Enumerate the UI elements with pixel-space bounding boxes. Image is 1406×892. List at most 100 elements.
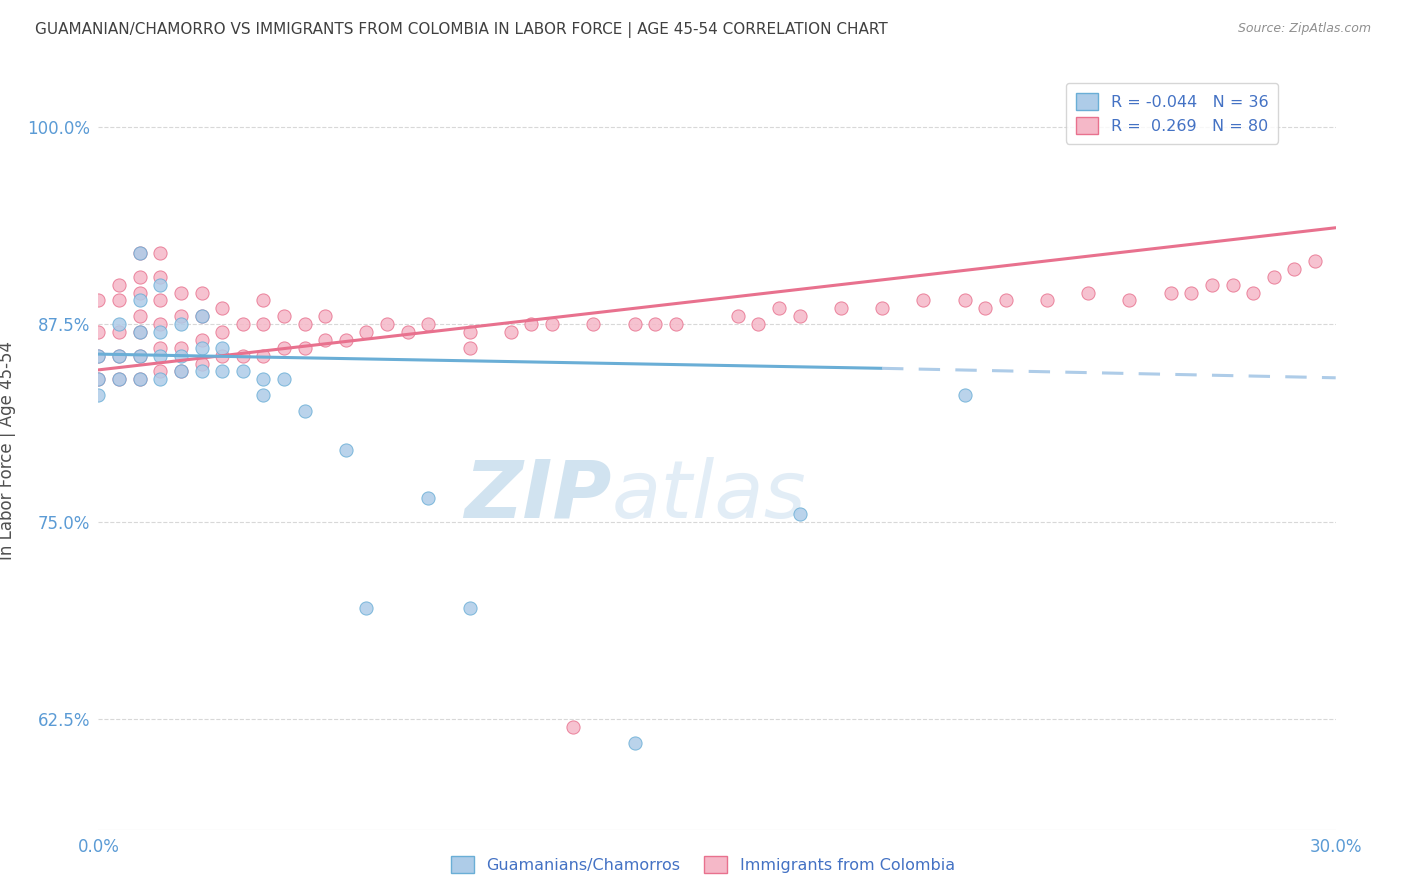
Point xyxy=(128,325,150,339)
Point xyxy=(294,341,316,355)
Point xyxy=(789,309,811,323)
Point xyxy=(1263,269,1285,284)
Point xyxy=(149,317,172,331)
Point xyxy=(273,309,295,323)
Point xyxy=(356,601,378,615)
Point xyxy=(211,349,233,363)
Point xyxy=(128,372,150,386)
Point xyxy=(170,349,193,363)
Point xyxy=(149,269,172,284)
Text: ZIP: ZIP xyxy=(464,457,612,535)
Point xyxy=(149,293,172,308)
Point xyxy=(211,301,233,316)
Point xyxy=(1222,277,1244,292)
Point xyxy=(170,341,193,355)
Point xyxy=(1241,285,1264,300)
Point xyxy=(232,349,254,363)
Point xyxy=(1036,293,1059,308)
Point xyxy=(953,293,976,308)
Point xyxy=(1284,261,1306,276)
Point xyxy=(768,301,790,316)
Point xyxy=(190,341,212,355)
Point xyxy=(170,285,193,300)
Point xyxy=(149,349,172,363)
Point xyxy=(644,317,666,331)
Point xyxy=(418,317,440,331)
Point xyxy=(128,325,150,339)
Point xyxy=(252,372,274,386)
Legend: Guamanians/Chamorros, Immigrants from Colombia: Guamanians/Chamorros, Immigrants from Co… xyxy=(444,849,962,880)
Point xyxy=(149,341,172,355)
Point xyxy=(665,317,688,331)
Point xyxy=(561,720,583,734)
Point xyxy=(974,301,997,316)
Point xyxy=(108,372,131,386)
Point xyxy=(994,293,1017,308)
Point xyxy=(87,372,110,386)
Point xyxy=(747,317,769,331)
Point xyxy=(953,388,976,402)
Point xyxy=(273,372,295,386)
Point xyxy=(108,277,131,292)
Point xyxy=(87,349,110,363)
Point xyxy=(128,349,150,363)
Point xyxy=(912,293,935,308)
Point xyxy=(499,325,522,339)
Point xyxy=(1077,285,1099,300)
Point xyxy=(1180,285,1202,300)
Point xyxy=(211,364,233,378)
Point xyxy=(252,349,274,363)
Point xyxy=(128,269,150,284)
Point xyxy=(314,333,336,347)
Point xyxy=(190,364,212,378)
Point xyxy=(170,364,193,378)
Point xyxy=(190,309,212,323)
Point xyxy=(623,317,645,331)
Point xyxy=(128,349,150,363)
Point xyxy=(128,246,150,260)
Legend: R = -0.044   N = 36, R =  0.269   N = 80: R = -0.044 N = 36, R = 0.269 N = 80 xyxy=(1066,83,1278,144)
Point xyxy=(170,317,193,331)
Point xyxy=(458,601,481,615)
Point xyxy=(87,325,110,339)
Point xyxy=(232,364,254,378)
Point xyxy=(87,293,110,308)
Point xyxy=(375,317,398,331)
Point xyxy=(252,293,274,308)
Point xyxy=(149,277,172,292)
Point xyxy=(108,317,131,331)
Point xyxy=(128,309,150,323)
Y-axis label: In Labor Force | Age 45-54: In Labor Force | Age 45-54 xyxy=(0,341,15,560)
Point xyxy=(108,349,131,363)
Point xyxy=(335,333,357,347)
Point xyxy=(356,325,378,339)
Point xyxy=(149,325,172,339)
Point xyxy=(149,246,172,260)
Point xyxy=(830,301,852,316)
Point xyxy=(458,341,481,355)
Point xyxy=(190,309,212,323)
Point xyxy=(190,357,212,371)
Point xyxy=(623,736,645,750)
Point xyxy=(252,388,274,402)
Point xyxy=(294,404,316,418)
Point xyxy=(108,325,131,339)
Point xyxy=(1303,253,1326,268)
Point xyxy=(87,388,110,402)
Point xyxy=(190,333,212,347)
Point xyxy=(789,507,811,521)
Text: atlas: atlas xyxy=(612,457,807,535)
Text: GUAMANIAN/CHAMORRO VS IMMIGRANTS FROM COLOMBIA IN LABOR FORCE | AGE 45-54 CORREL: GUAMANIAN/CHAMORRO VS IMMIGRANTS FROM CO… xyxy=(35,22,889,38)
Point xyxy=(128,372,150,386)
Point xyxy=(1201,277,1223,292)
Point xyxy=(294,317,316,331)
Point xyxy=(128,293,150,308)
Point xyxy=(582,317,605,331)
Point xyxy=(128,285,150,300)
Point xyxy=(190,285,212,300)
Point xyxy=(396,325,419,339)
Point xyxy=(252,317,274,331)
Point xyxy=(211,341,233,355)
Point xyxy=(87,349,110,363)
Text: Source: ZipAtlas.com: Source: ZipAtlas.com xyxy=(1237,22,1371,36)
